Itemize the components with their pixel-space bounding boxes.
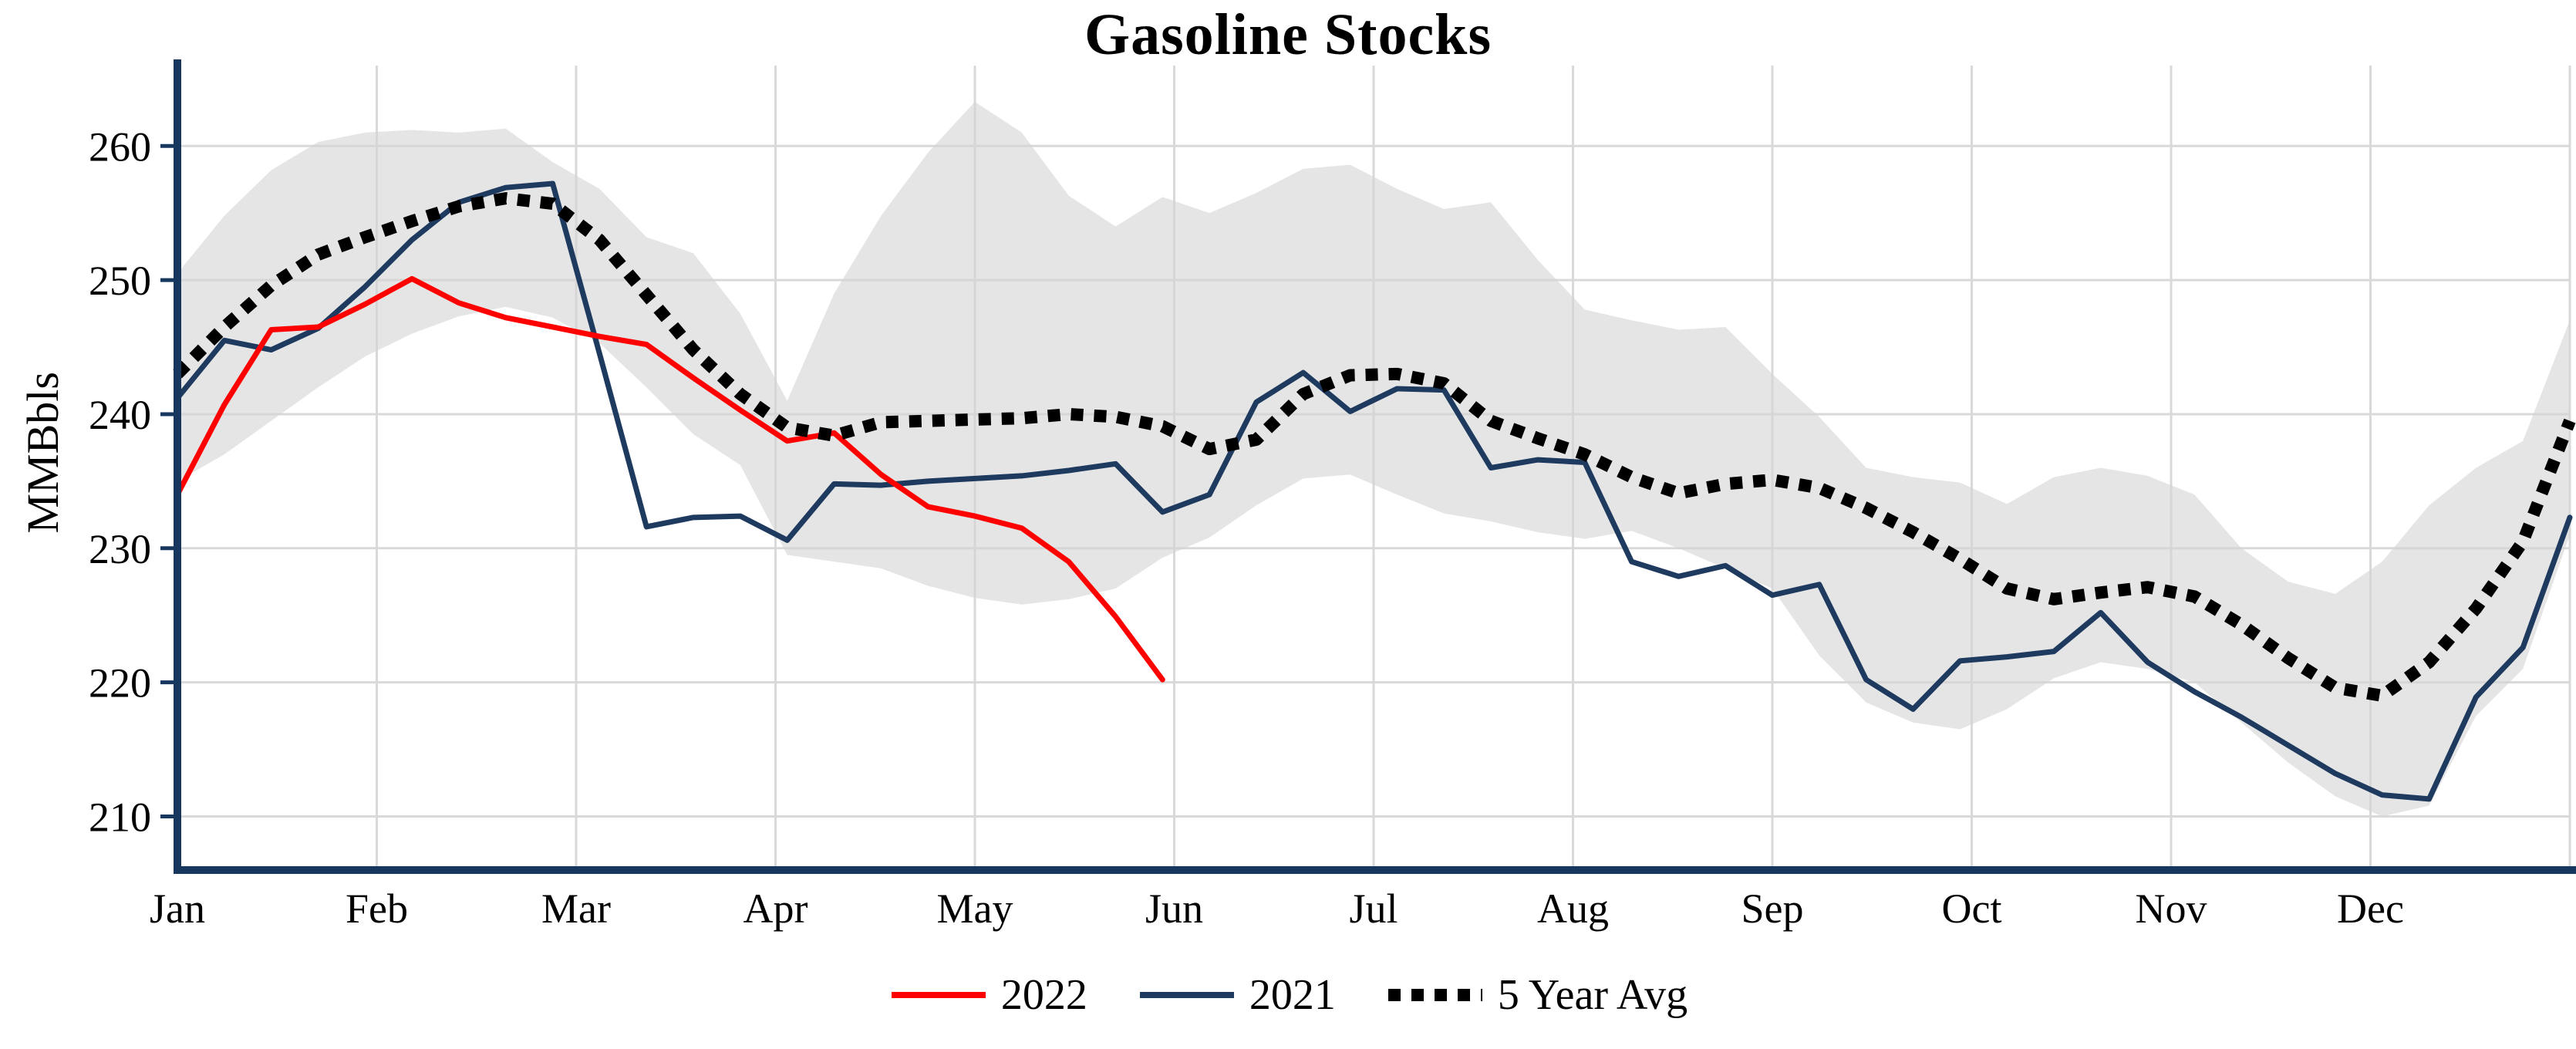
legend-item-5-year-avg: 5 Year Avg bbox=[1385, 970, 1688, 1020]
series-line-2021 bbox=[174, 180, 2573, 802]
legend-swatch-5-year-avg-line bbox=[1387, 989, 1482, 1001]
x-tick-label: Mar bbox=[541, 885, 611, 932]
legend-swatch-2022-line bbox=[891, 992, 986, 998]
x-tick-label: Feb bbox=[346, 885, 408, 932]
legend-label-5-year-avg: 5 Year Avg bbox=[1497, 971, 1688, 1019]
five-year-range-band bbox=[177, 101, 2570, 817]
x-tick-label: Sep bbox=[1741, 885, 1804, 932]
y-tick-label: 250 bbox=[89, 258, 151, 304]
chart-title: Gasoline Stocks bbox=[1084, 2, 1492, 67]
legend-label-2022: 2022 bbox=[1000, 971, 1087, 1019]
x-tick-label: Jan bbox=[150, 885, 205, 932]
legend-item-2022: 2022 bbox=[888, 970, 1087, 1020]
x-tick-label: Dec bbox=[2337, 885, 2404, 932]
x-tick-label: Jul bbox=[1349, 885, 1398, 932]
y-tick-label: 230 bbox=[89, 526, 151, 572]
x-tick-label: Apr bbox=[743, 885, 808, 932]
series-line-2022 bbox=[174, 275, 1165, 683]
legend-item-2021: 2021 bbox=[1137, 970, 1336, 1020]
x-tick-label: Oct bbox=[1942, 885, 2002, 932]
y-tick-label: 240 bbox=[89, 392, 151, 438]
y-tick-label: 260 bbox=[89, 123, 151, 170]
x-tick-label: May bbox=[937, 885, 1013, 932]
legend-swatch-2021-line bbox=[1139, 992, 1234, 998]
chart-legend: 2022 2021 5 Year Avg bbox=[0, 970, 2576, 1020]
legend-label-2021: 2021 bbox=[1249, 971, 1336, 1019]
x-tick-label: Jun bbox=[1145, 885, 1203, 932]
y-tick-label: 210 bbox=[89, 794, 151, 840]
series-line-5-year-avg bbox=[173, 192, 2576, 703]
x-tick-label: Nov bbox=[2136, 885, 2207, 932]
y-tick-label: 220 bbox=[89, 660, 151, 707]
x-tick-label: Aug bbox=[1537, 885, 1609, 932]
